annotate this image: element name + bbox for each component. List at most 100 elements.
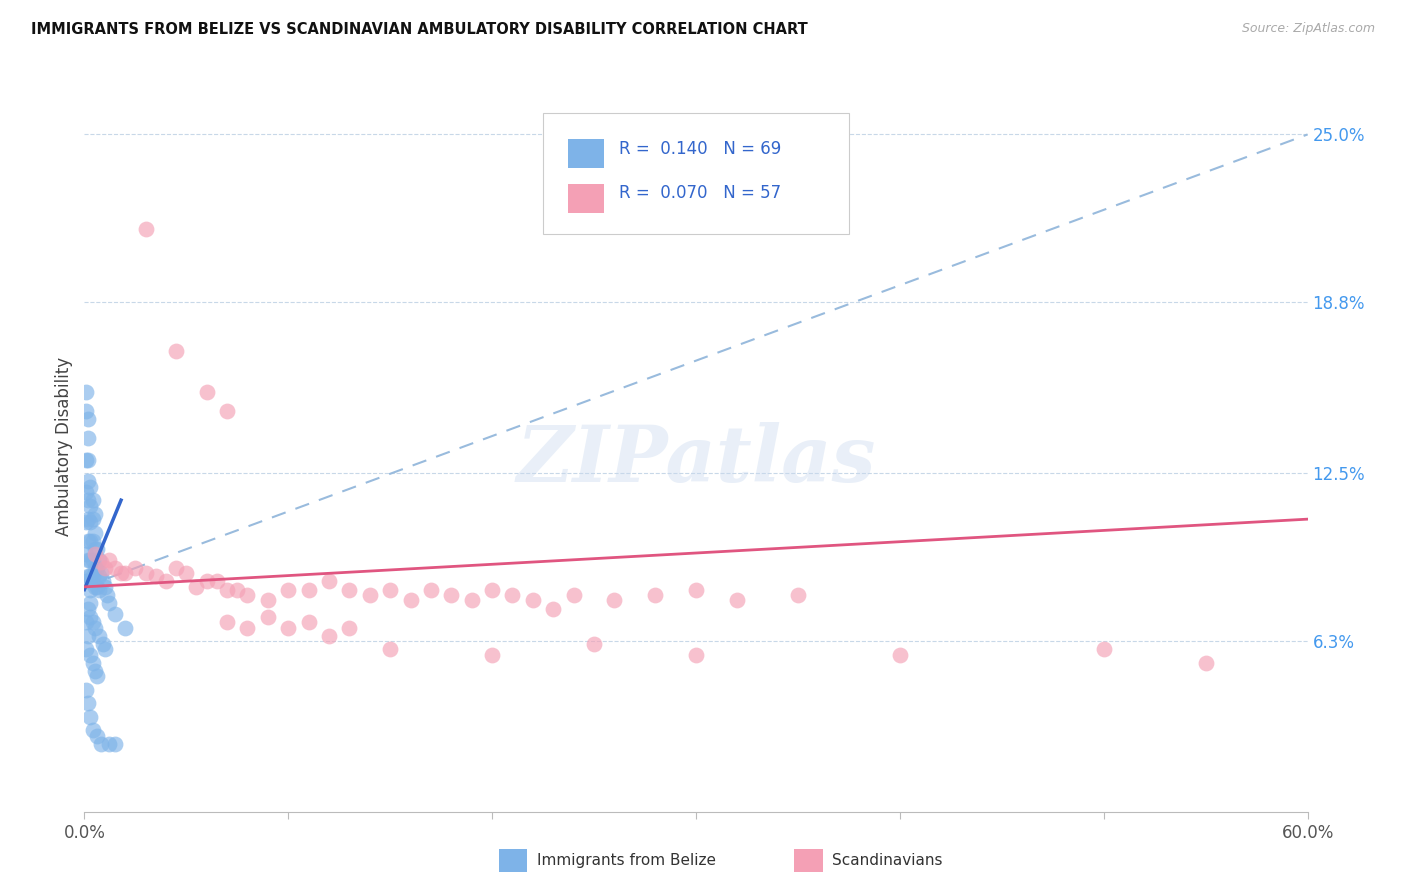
Point xyxy=(77,474,100,488)
Point xyxy=(87,629,110,643)
Point xyxy=(685,648,707,662)
Point xyxy=(104,607,127,621)
Point xyxy=(90,566,112,581)
Point xyxy=(339,582,361,597)
Point xyxy=(97,553,120,567)
Point xyxy=(195,574,218,589)
Point xyxy=(1195,656,1218,670)
Point xyxy=(87,582,110,597)
Point xyxy=(86,669,108,683)
Point xyxy=(83,541,105,556)
Point xyxy=(75,452,97,467)
Point xyxy=(236,588,259,602)
Point xyxy=(725,593,748,607)
Point xyxy=(77,431,100,445)
Text: Immigrants from Belize: Immigrants from Belize xyxy=(537,854,716,868)
Point xyxy=(124,561,146,575)
Point xyxy=(77,452,100,467)
Point xyxy=(83,664,105,678)
Point xyxy=(110,566,132,581)
Point xyxy=(543,601,565,615)
Point xyxy=(165,561,187,575)
Point xyxy=(75,384,97,399)
Point xyxy=(318,574,340,589)
Point xyxy=(77,569,100,583)
Point xyxy=(217,582,239,597)
Point xyxy=(481,582,503,597)
Point xyxy=(135,566,157,581)
Bar xyxy=(568,184,605,213)
Point xyxy=(77,697,100,711)
Point xyxy=(97,596,120,610)
Point xyxy=(83,620,105,634)
Point xyxy=(93,580,115,594)
Point xyxy=(90,737,112,751)
Point xyxy=(226,582,249,597)
Point xyxy=(380,642,402,657)
Point xyxy=(82,569,104,583)
Point xyxy=(77,533,100,548)
Point xyxy=(91,637,114,651)
Point xyxy=(583,637,606,651)
Point xyxy=(104,737,127,751)
Point xyxy=(77,412,100,426)
Point xyxy=(257,593,280,607)
Point xyxy=(82,512,104,526)
Point xyxy=(75,615,97,629)
Point xyxy=(96,588,118,602)
Point xyxy=(77,512,100,526)
Point xyxy=(440,588,463,602)
Point xyxy=(87,569,110,583)
Point xyxy=(522,593,544,607)
Point xyxy=(298,615,321,629)
Point xyxy=(339,620,361,634)
Point xyxy=(298,582,321,597)
Point xyxy=(75,404,97,418)
Point xyxy=(75,574,97,589)
Point xyxy=(461,593,484,607)
Point xyxy=(114,566,136,581)
Point xyxy=(82,723,104,738)
Point xyxy=(82,553,104,567)
Point xyxy=(77,601,100,615)
Point xyxy=(82,533,104,548)
Point xyxy=(79,499,101,513)
Point xyxy=(79,553,101,567)
Text: R =  0.140   N = 69: R = 0.140 N = 69 xyxy=(619,140,782,158)
Text: IMMIGRANTS FROM BELIZE VS SCANDINAVIAN AMBULATORY DISABILITY CORRELATION CHART: IMMIGRANTS FROM BELIZE VS SCANDINAVIAN A… xyxy=(31,22,807,37)
Point xyxy=(186,580,208,594)
Point xyxy=(79,515,101,529)
Point xyxy=(77,493,100,508)
Point xyxy=(77,553,100,567)
Point xyxy=(86,561,108,575)
Point xyxy=(787,588,810,602)
Point xyxy=(86,729,108,743)
Point xyxy=(79,609,101,624)
Point xyxy=(86,580,108,594)
Point xyxy=(145,569,167,583)
Point xyxy=(79,533,101,548)
Point xyxy=(481,648,503,662)
Text: ZIPatlas: ZIPatlas xyxy=(516,423,876,499)
Point xyxy=(644,588,666,602)
Point xyxy=(83,507,105,521)
Point xyxy=(87,553,110,567)
Point xyxy=(1092,642,1115,657)
Point xyxy=(79,596,101,610)
Point xyxy=(79,480,101,494)
Point xyxy=(217,404,239,418)
Point xyxy=(82,493,104,508)
Y-axis label: Ambulatory Disability: Ambulatory Disability xyxy=(55,357,73,535)
Point xyxy=(83,561,105,575)
Point xyxy=(502,588,524,602)
Point xyxy=(82,656,104,670)
Point xyxy=(75,515,97,529)
Point xyxy=(90,556,112,570)
FancyBboxPatch shape xyxy=(543,113,849,234)
Point xyxy=(399,593,422,607)
Point xyxy=(83,525,105,540)
Point xyxy=(217,615,239,629)
Point xyxy=(75,547,97,561)
Point xyxy=(91,574,114,589)
Point xyxy=(114,620,136,634)
